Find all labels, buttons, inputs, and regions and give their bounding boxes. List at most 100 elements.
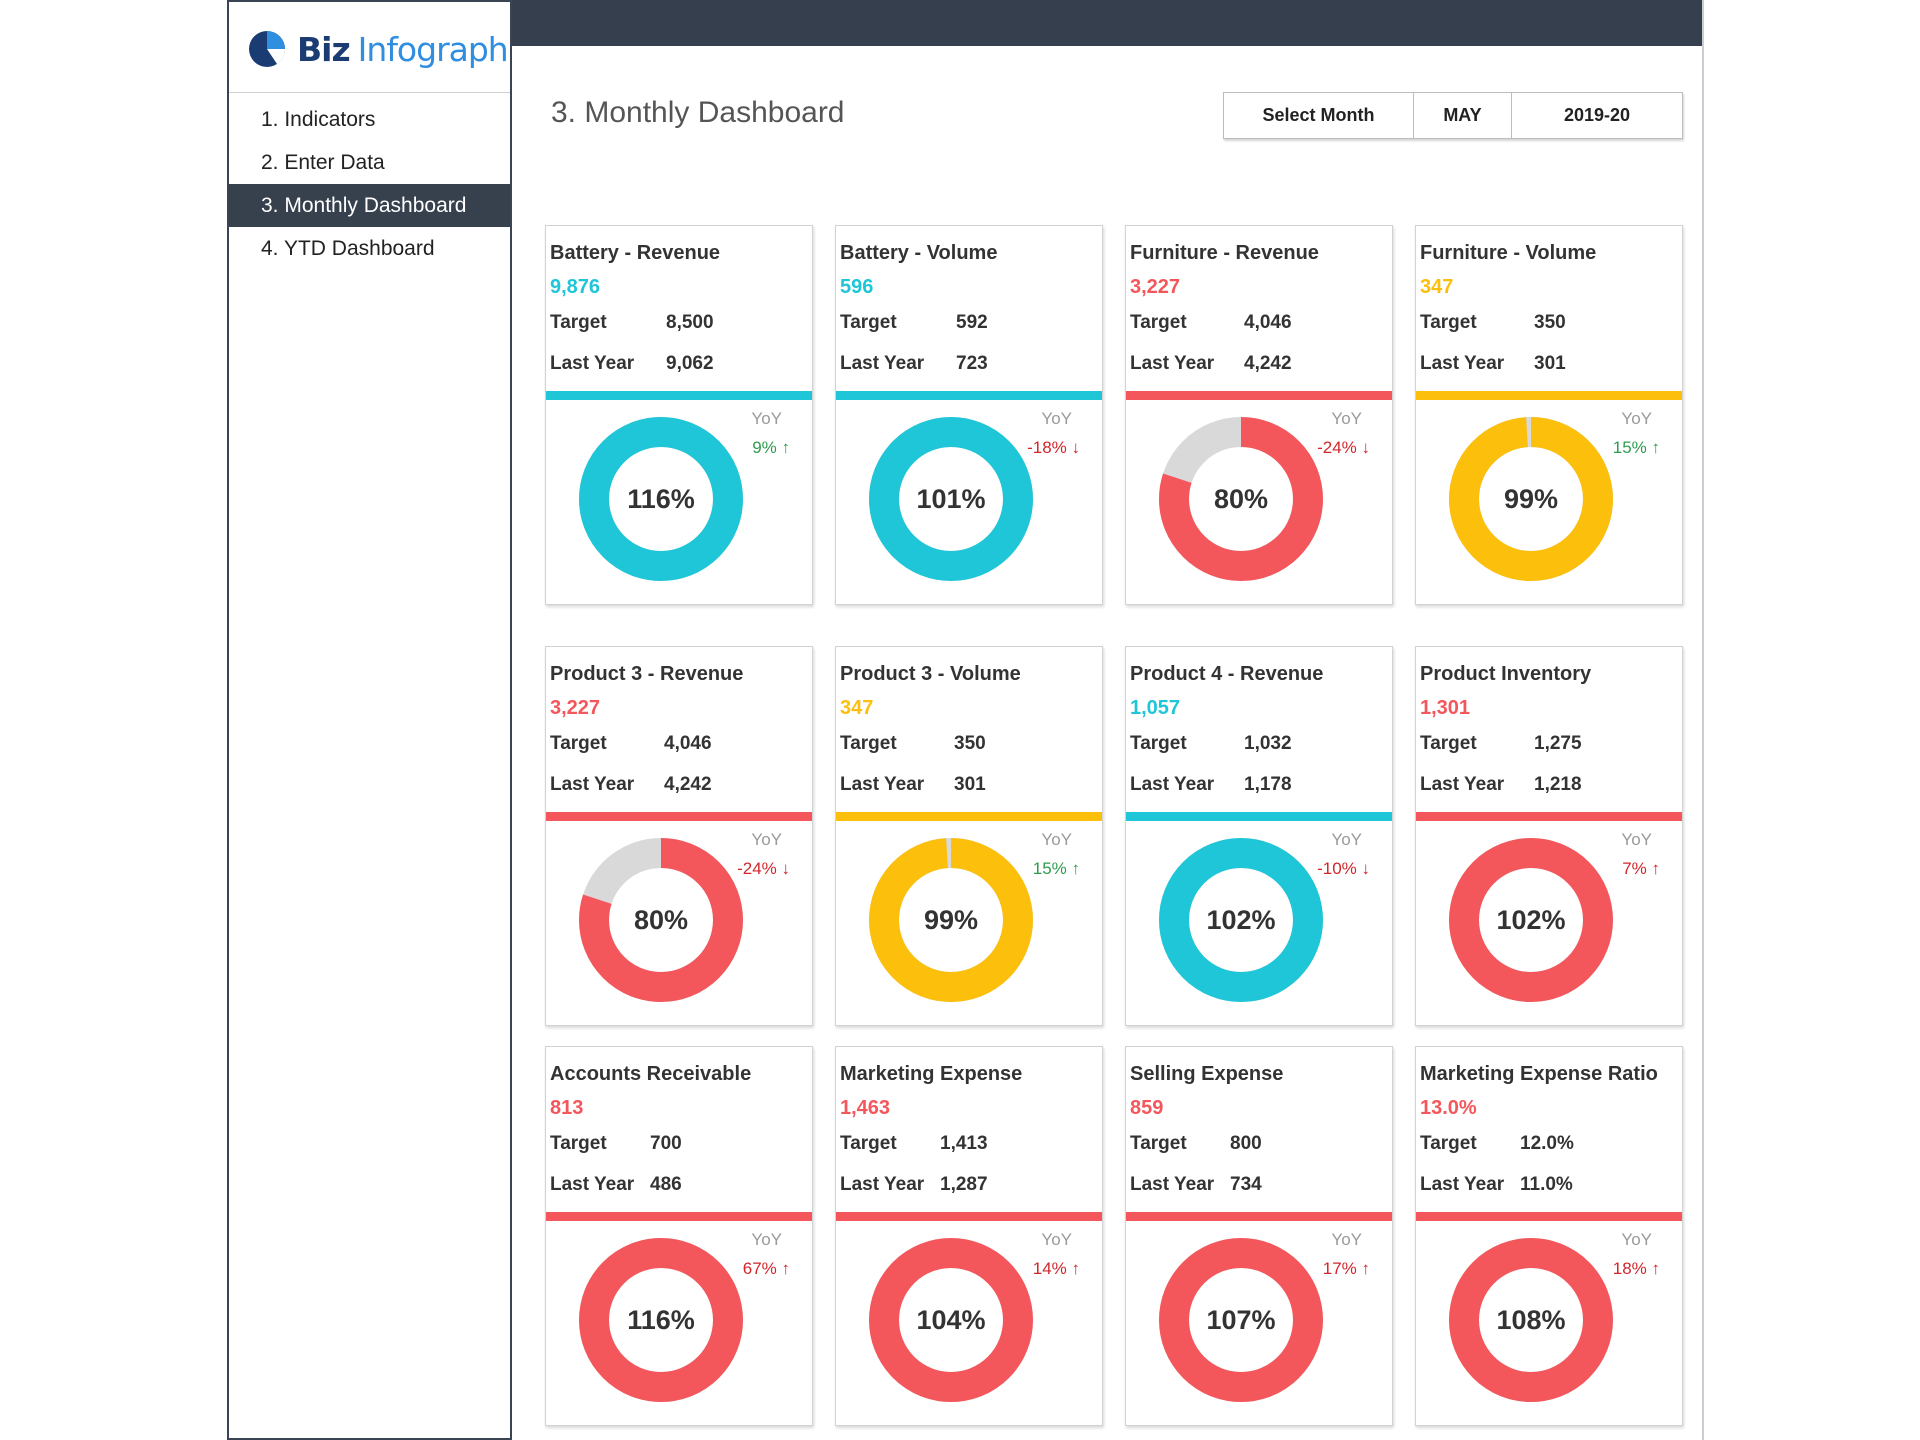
- donut-percent: 104%: [916, 1304, 986, 1335]
- last-year-label: Last Year: [840, 353, 925, 374]
- kpi-title: Battery - Revenue: [550, 242, 721, 264]
- last-year-label: Last Year: [550, 774, 635, 795]
- kpi-card-furniture-volume: Furniture - Volume 347 Target 350 Last Year 3…: [1415, 225, 1683, 605]
- target-value: 350: [1534, 312, 1566, 333]
- yoy-label: YoY: [1331, 1230, 1362, 1249]
- logo-text-infograph: Infograph: [357, 29, 509, 69]
- target-label: Target: [1420, 312, 1477, 333]
- donut-fill: [1449, 838, 1613, 1002]
- kpi-title: Furniture - Volume: [1420, 242, 1597, 264]
- progress-donut: [579, 838, 743, 1002]
- last-year-value: 1,287: [940, 1174, 988, 1195]
- sidebar: Biz Infograph 1. Indicators 2. Enter Dat…: [227, 0, 512, 1440]
- kpi-value: 1,301: [1420, 697, 1471, 719]
- kpi-color-bar: [1126, 391, 1392, 400]
- target-value: 800: [1230, 1133, 1262, 1154]
- yoy-label: YoY: [751, 830, 782, 849]
- nav-item-ytd-dashboard[interactable]: 4. YTD Dashboard: [261, 237, 435, 260]
- progress-donut: [1159, 838, 1323, 1002]
- last-year-value: 301: [954, 774, 986, 795]
- logo-divider: [229, 92, 510, 93]
- last-year-label: Last Year: [1130, 774, 1215, 795]
- right-border: [1702, 0, 1704, 1440]
- donut-percent: 102%: [1496, 904, 1566, 935]
- kpi-color-bar: [1416, 391, 1682, 400]
- yoy-value: 17% ↑: [1322, 1259, 1370, 1278]
- kpi-value: 1,463: [840, 1097, 891, 1119]
- last-year-label: Last Year: [840, 1174, 925, 1195]
- target-label: Target: [1420, 733, 1477, 754]
- last-year-value: 723: [956, 353, 988, 374]
- nav-item-enter-data[interactable]: 2. Enter Data: [261, 151, 385, 174]
- yoy-label: YoY: [1621, 409, 1652, 428]
- target-value: 1,032: [1244, 733, 1292, 754]
- kpi-title: Battery - Volume: [840, 242, 998, 264]
- donut-percent: 116%: [627, 483, 695, 514]
- kpi-color-bar: [1416, 1212, 1682, 1221]
- page-title: 3. Monthly Dashboard: [551, 96, 845, 129]
- target-value: 4,046: [1244, 312, 1292, 333]
- kpi-title: Furniture - Revenue: [1130, 242, 1319, 264]
- target-label: Target: [840, 733, 897, 754]
- last-year-value: 486: [650, 1174, 682, 1195]
- year-dropdown[interactable]: 2019-20: [1563, 105, 1631, 125]
- kpi-value: 1,057: [1130, 697, 1181, 719]
- nav-item-indicators[interactable]: 1. Indicators: [261, 108, 376, 131]
- donut-fill: [579, 838, 743, 1002]
- kpi-card-product-4-revenue: Product 4 - Revenue 1,057 Target 1,032 Last …: [1125, 646, 1393, 1026]
- logo: Biz Infograph: [247, 24, 509, 74]
- kpi-card-product-3-revenue: Product 3 - Revenue 3,227 Target 4,046 Last …: [545, 646, 813, 1026]
- nav-item-monthly-dashboard[interactable]: 3. Monthly Dashboard: [229, 184, 510, 227]
- yoy-label: YoY: [751, 409, 782, 428]
- progress-donut: [1159, 417, 1323, 581]
- donut-fill: [1449, 417, 1613, 581]
- target-label: Target: [840, 1133, 897, 1154]
- target-value: 4,046: [664, 733, 712, 754]
- yoy-value: 7% ↑: [1622, 859, 1660, 878]
- yoy-value: -24% ↓: [1317, 438, 1370, 457]
- last-year-label: Last Year: [1420, 353, 1505, 374]
- target-value: 8,500: [666, 312, 714, 333]
- donut-fill: [1159, 1238, 1323, 1402]
- kpi-card-accounts-receivable: Accounts Receivable 813 Target 700 Last Year…: [545, 1046, 813, 1426]
- kpi-color-bar: [546, 391, 812, 400]
- kpi-card-selling-expense: Selling Expense 859 Target 800 Last Year 734 Y…: [1125, 1046, 1393, 1426]
- kpi-color-bar: [1126, 812, 1392, 821]
- kpi-value: 596: [840, 276, 874, 298]
- donut-fill: [869, 417, 1033, 581]
- target-label: Target: [550, 312, 607, 333]
- target-value: 1,413: [940, 1133, 988, 1154]
- kpi-title: Product 3 - Volume: [840, 663, 1021, 685]
- yoy-value: -24% ↓: [737, 859, 790, 878]
- target-value: 350: [954, 733, 986, 754]
- donut-fill: [1159, 417, 1323, 581]
- target-label: Target: [1420, 1133, 1477, 1154]
- kpi-card-product-inventory: Product Inventory 1,301 Target 1,275 Last Ye…: [1415, 646, 1683, 1026]
- yoy-value: 18% ↑: [1612, 1259, 1660, 1278]
- kpi-value: 813: [550, 1097, 584, 1119]
- kpi-value: 3,227: [1130, 276, 1181, 298]
- kpi-title: Product 3 - Revenue: [550, 663, 744, 685]
- yoy-label: YoY: [1331, 830, 1362, 849]
- progress-donut: [1449, 1238, 1613, 1402]
- month-dropdown[interactable]: MAY: [1414, 93, 1512, 138]
- last-year-value: 9,062: [666, 353, 714, 374]
- last-year-value: 11.0%: [1520, 1174, 1573, 1195]
- target-label: Target: [1130, 312, 1187, 333]
- last-year-value: 301: [1534, 353, 1566, 374]
- yoy-label: YoY: [1621, 830, 1652, 849]
- progress-donut: [1449, 838, 1613, 1002]
- kpi-title: Accounts Receivable: [550, 1063, 752, 1085]
- kpi-title: Product 4 - Revenue: [1130, 663, 1324, 685]
- last-year-value: 4,242: [1244, 353, 1292, 374]
- donut-percent: 80%: [1213, 483, 1269, 514]
- target-value: 1,275: [1534, 733, 1582, 754]
- last-year-label: Last Year: [840, 774, 925, 795]
- progress-donut: [869, 417, 1033, 581]
- logo-text-biz: Biz: [297, 29, 351, 69]
- yoy-label: YoY: [1331, 409, 1362, 428]
- kpi-value: 3,227: [550, 697, 601, 719]
- target-label: Target: [550, 1133, 607, 1154]
- pie-logo-icon: [249, 31, 286, 67]
- target-label: Target: [840, 312, 897, 333]
